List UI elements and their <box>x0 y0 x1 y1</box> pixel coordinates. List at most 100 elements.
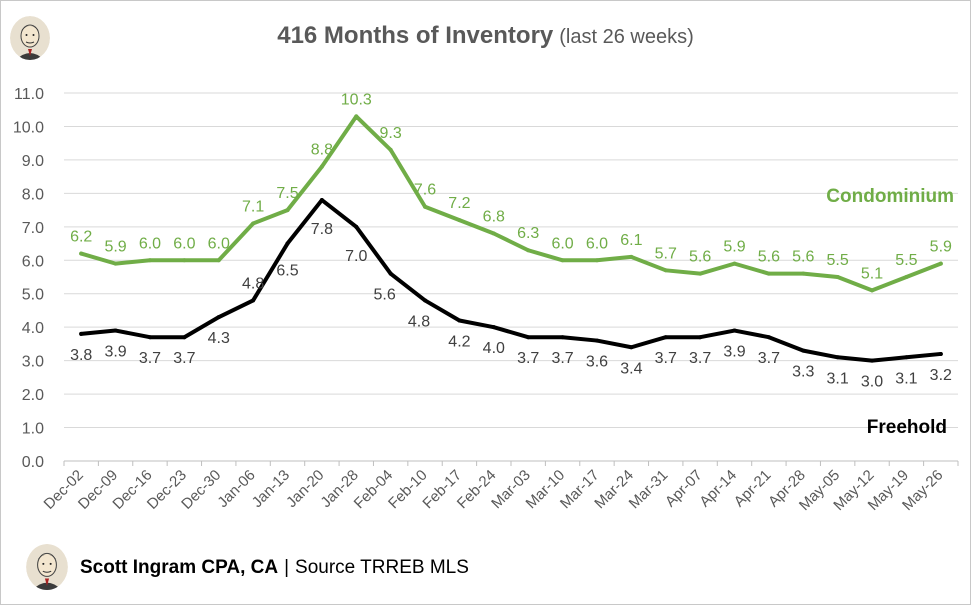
condominium-point <box>251 221 256 226</box>
freehold-data-label: 3.7 <box>139 350 161 367</box>
chart-title: 416 Months of Inventory (last 26 weeks) <box>0 22 971 50</box>
condominium-data-label: 8.8 <box>311 142 333 159</box>
freehold-point <box>732 328 737 333</box>
condominium-data-label: 5.7 <box>655 245 677 262</box>
condominium-legend-label: Condominium <box>826 186 954 207</box>
freehold-point <box>491 325 496 330</box>
author-avatar-top <box>10 16 50 60</box>
freehold-point <box>251 298 256 303</box>
freehold-data-label: 3.9 <box>104 344 126 361</box>
freehold-point <box>147 335 152 340</box>
x-tick-label: Apr-14 <box>696 467 740 511</box>
chart-plot: 0.0 1.0 2.0 3.0 4.0 5.0 6.0 7.0 8.0 9.0 10.0 11.0 De… <box>13 86 959 514</box>
freehold-data-label: 3.7 <box>551 350 573 367</box>
freehold-data-label: 4.3 <box>208 330 230 347</box>
condominium-point <box>285 208 290 213</box>
condominium-data-label: 7.1 <box>242 198 264 215</box>
x-tick-label: Jan-20 <box>283 467 327 511</box>
condominium-point <box>766 271 771 276</box>
condominium-data-label: 5.1 <box>861 265 883 282</box>
y-tick-label: 7.0 <box>22 220 44 237</box>
freehold-point <box>663 335 668 340</box>
freehold-data-label: 3.7 <box>517 350 539 367</box>
freehold-point <box>526 335 531 340</box>
freehold-point <box>801 348 806 353</box>
y-tick-label: 3.0 <box>22 354 44 371</box>
condominium-point <box>423 204 428 209</box>
condominium-data-label: 6.3 <box>517 225 539 242</box>
freehold-data-label: 3.7 <box>758 350 780 367</box>
freehold-data-label: 4.2 <box>448 333 470 350</box>
condominium-point <box>560 258 565 263</box>
freehold-data-label: 6.5 <box>276 263 298 280</box>
freehold-legend-label: Freehold <box>867 417 947 438</box>
y-tick-label: 6.0 <box>22 253 44 270</box>
y-tick-label: 4.0 <box>22 320 44 337</box>
chart-title-sub: (last 26 weeks) <box>559 26 694 48</box>
freehold-data-label: 4.0 <box>483 340 505 357</box>
condominium-data-label: 5.9 <box>930 239 952 256</box>
footer-source: Source TRREB MLS <box>295 557 469 578</box>
freehold-point <box>216 315 221 320</box>
condominium-data-label: 5.5 <box>895 252 917 269</box>
y-tick-label: 1.0 <box>22 421 44 438</box>
freehold-point <box>938 351 943 356</box>
freehold-data-label: 4.8 <box>242 275 264 292</box>
freehold-data-label: 7.0 <box>345 248 367 265</box>
freehold-point <box>870 358 875 363</box>
y-tick-label: 0.0 <box>22 454 44 471</box>
condominium-data-label: 6.1 <box>620 232 642 249</box>
freehold-data-label: 7.8 <box>311 221 333 238</box>
freehold-point <box>319 198 324 203</box>
condominium-data-label: 6.2 <box>70 229 92 246</box>
freehold-point <box>79 331 84 336</box>
condominium-data-label: 7.2 <box>448 195 470 212</box>
condominium-data-label: 5.9 <box>104 239 126 256</box>
condominium-point <box>388 147 393 152</box>
freehold-data-label: 3.7 <box>655 350 677 367</box>
freehold-point <box>423 298 428 303</box>
condominium-point <box>904 275 909 279</box>
freehold-data-label: 3.9 <box>723 344 745 361</box>
condominium-data-label: 6.0 <box>173 235 195 252</box>
condominium-data-label: 6.0 <box>139 235 161 252</box>
freehold-data-label: 3.1 <box>895 370 917 387</box>
freehold-data-label: 3.4 <box>620 360 642 377</box>
condominium-point <box>801 271 806 276</box>
freehold-series-line <box>79 198 943 363</box>
x-tick-label: Dec-30 <box>178 467 224 513</box>
freehold-point <box>285 241 290 246</box>
freehold-point <box>388 271 393 276</box>
footer-separator: | <box>284 557 290 578</box>
freehold-point <box>182 335 187 340</box>
y-tick-label: 11.0 <box>14 86 44 103</box>
condominium-data-label: 5.6 <box>792 249 814 266</box>
y-tick-label: 2.0 <box>22 387 44 404</box>
x-tick-label: Jan-06 <box>214 467 258 511</box>
freehold-point <box>560 335 565 340</box>
condominium-point <box>698 271 703 276</box>
freehold-point <box>698 335 703 340</box>
freehold-point <box>766 335 771 340</box>
condominium-data-label: 5.6 <box>758 249 780 266</box>
y-tick-label: 5.0 <box>22 287 44 304</box>
condominium-data-label: 7.5 <box>276 185 298 202</box>
condominium-data-label: 5.9 <box>723 239 745 256</box>
condominium-point <box>147 258 152 263</box>
freehold-point <box>835 355 840 360</box>
condominium-data-label: 6.0 <box>208 235 230 252</box>
condominium-point <box>491 231 496 236</box>
x-tick-label: Jan-13 <box>249 467 293 511</box>
freehold-point <box>354 224 359 229</box>
condominium-point <box>526 248 531 253</box>
freehold-data-label: 3.8 <box>70 347 92 364</box>
freehold-data-label: 3.1 <box>827 370 849 387</box>
condominium-point <box>457 218 462 223</box>
x-tick-label: Mar-31 <box>626 467 672 513</box>
condominium-data-label: 6.8 <box>483 209 505 226</box>
freehold-data-label: 3.7 <box>689 350 711 367</box>
condominium-data-label: 6.0 <box>551 235 573 252</box>
freehold-point <box>594 338 599 343</box>
condominium-point <box>216 258 221 263</box>
face-icon <box>10 16 50 60</box>
